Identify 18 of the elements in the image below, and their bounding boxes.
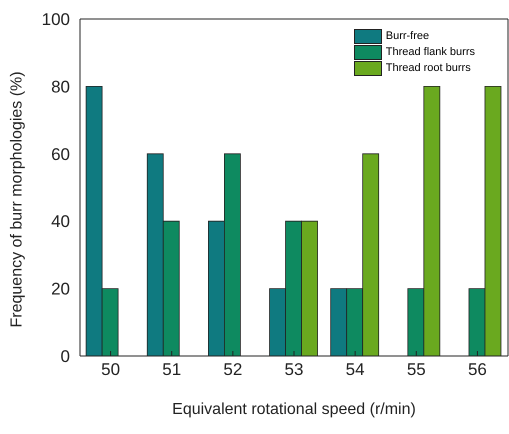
y-axis-title: Frequency of burr morphologies (%): [8, 71, 26, 328]
y-tick-label: 20: [51, 280, 70, 299]
y-tick-label: 40: [51, 212, 70, 232]
legend-label: Burr-free: [386, 30, 430, 42]
x-tick-label: 51: [162, 360, 182, 380]
x-tick-label: 53: [284, 360, 304, 380]
x-tick-label: 54: [346, 360, 365, 380]
legend-label: Thread root burrs: [386, 62, 471, 74]
x-axis-title: Equivalent rotational speed (r/min): [172, 401, 416, 418]
y-tick-label: 0: [60, 347, 70, 366]
x-tick-label: 56: [468, 360, 487, 380]
legend-label: Thread flank burrs: [386, 46, 475, 58]
x-tick-label: 50: [101, 360, 120, 380]
y-tick-label: 60: [51, 144, 70, 164]
y-tick-label: 100: [42, 10, 70, 30]
y-tick-label: 80: [51, 77, 70, 96]
x-tick-label: 52: [223, 360, 242, 380]
x-tick-label: 55: [406, 360, 426, 380]
